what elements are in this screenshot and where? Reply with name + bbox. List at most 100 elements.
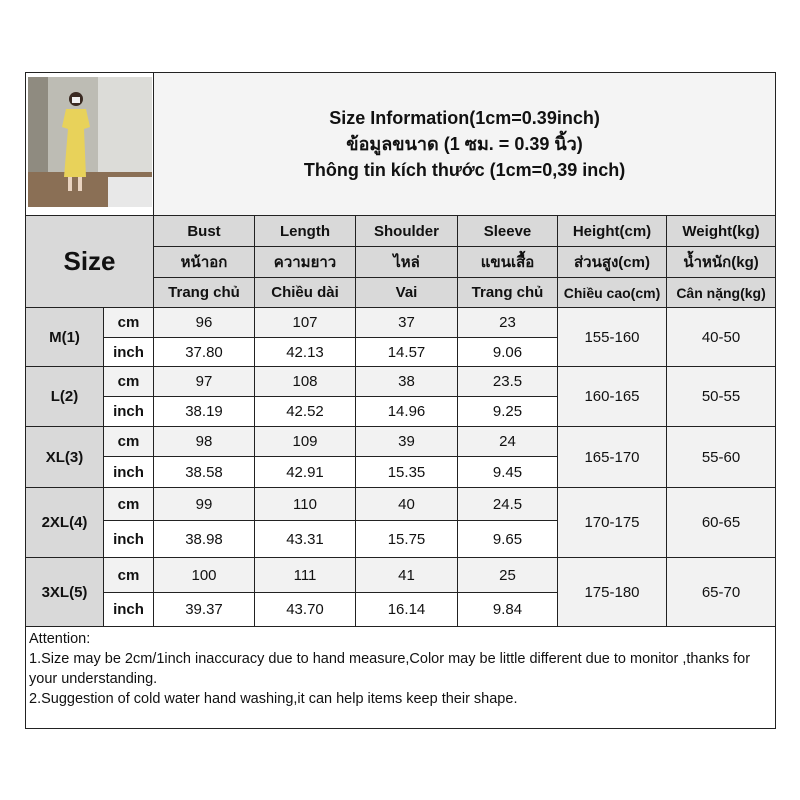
model-photo-image [27, 77, 152, 207]
value-inch: 43.31 [254, 520, 356, 558]
value-inch: 42.13 [254, 337, 356, 367]
value-cm: 100 [153, 557, 255, 593]
size-label: 2XL(4) [25, 487, 104, 558]
weight-range: 50-55 [665, 366, 777, 427]
col-length-th: ความยาว [254, 246, 356, 278]
weight-range: 40-50 [665, 307, 777, 367]
title-vietnamese: Thông tin kích thước (1cm=0,39 inch) [303, 160, 626, 180]
value-cm: 23 [457, 307, 558, 338]
attention-notes: Attention: 1.Size may be 2cm/1inch inacc… [24, 626, 777, 729]
table-row-cm: 2XL(4) cm 99 110 40 24.5 170-175 60-65 [25, 487, 777, 558]
col-sleeve-th: แขนเสื้อ [457, 246, 558, 278]
product-photo [25, 72, 154, 216]
unit-cm: cm [103, 487, 154, 521]
value-cm: 108 [254, 366, 356, 397]
value-inch: 39.37 [153, 592, 255, 627]
attention-heading: Attention: [29, 631, 91, 647]
col-height-en: Height(cm) [557, 215, 667, 247]
value-cm: 97 [153, 366, 255, 397]
col-bust-en: Bust [153, 215, 255, 247]
value-cm: 25 [457, 557, 558, 593]
value-inch: 15.35 [355, 456, 458, 488]
value-cm: 99 [153, 487, 255, 521]
table-row-inch: inch 38.19 42.52 14.96 9.25 [26, 396, 776, 427]
value-inch: 42.91 [254, 456, 356, 488]
value-inch: 15.75 [355, 520, 458, 558]
value-inch: 9.25 [457, 396, 558, 427]
value-cm: 24.5 [457, 487, 558, 521]
height-range: 155-160 [557, 307, 667, 367]
table-row-cm: L(2) cm 97 108 38 23.5 160-165 50-55 [25, 366, 777, 427]
value-cm: 107 [254, 307, 356, 338]
value-cm: 41 [355, 557, 458, 593]
height-range: 160-165 [557, 366, 667, 427]
value-inch: 14.96 [355, 396, 458, 427]
value-inch: 9.45 [457, 456, 558, 488]
col-weight-en: Weight(kg) [665, 215, 777, 247]
value-inch: 38.98 [153, 520, 255, 558]
value-cm: 110 [254, 487, 356, 521]
size-label: L(2) [25, 366, 104, 427]
value-inch: 16.14 [355, 592, 458, 627]
value-inch: 38.19 [153, 396, 255, 427]
col-shoulder-vi: Vai [355, 277, 458, 308]
value-inch: 14.57 [355, 337, 458, 367]
weight-range: 55-60 [665, 426, 777, 488]
unit-inch: inch [103, 456, 154, 488]
col-bust-vi: Trang chủ [153, 277, 255, 308]
weight-range: 60-65 [665, 487, 777, 558]
height-range: 165-170 [557, 426, 667, 488]
table-row-inch: inch 37.80 42.13 14.57 9.06 [26, 337, 776, 367]
value-cm: 37 [355, 307, 458, 338]
table-row-inch: inch 38.58 42.91 15.35 9.45 [26, 456, 776, 488]
value-inch: 9.06 [457, 337, 558, 367]
table-row-cm: 3XL(5) cm 100 111 41 25 175-180 65-70 [25, 557, 777, 627]
col-length-en: Length [254, 215, 356, 247]
value-cm: 23.5 [457, 366, 558, 397]
unit-inch: inch [103, 396, 154, 427]
value-cm: 96 [153, 307, 255, 338]
value-inch: 37.80 [153, 337, 255, 367]
unit-inch: inch [103, 520, 154, 558]
unit-cm: cm [103, 366, 154, 397]
size-label: 3XL(5) [25, 557, 104, 627]
col-sleeve-vi: Trang chủ [457, 277, 558, 308]
col-shoulder-en: Shoulder [355, 215, 458, 247]
height-range: 175-180 [557, 557, 667, 627]
col-shoulder-th: ไหล่ [355, 246, 458, 278]
col-weight-vi: Cân nặng(kg) [665, 277, 777, 308]
value-cm: 39 [355, 426, 458, 457]
table-row-cm: M(1) cm 96 107 37 23 155-160 40-50 [25, 307, 777, 367]
value-cm: 38 [355, 366, 458, 397]
col-height-th: ส่วนสูง(cm) [557, 246, 667, 278]
attention-note-2: 2.Suggestion of cold water hand washing,… [29, 691, 518, 707]
size-label: XL(3) [25, 426, 104, 488]
col-weight-th: น้ำหนัก(kg) [665, 246, 777, 278]
col-bust-th: หน้าอก [153, 246, 255, 278]
unit-cm: cm [103, 426, 154, 457]
value-cm: 98 [153, 426, 255, 457]
value-inch: 42.52 [254, 396, 356, 427]
size-chart-table: Size Information(1cm=0.39inch) ข้อมูลขนา… [24, 72, 777, 729]
table-row-inch: inch 39.37 43.70 16.14 9.84 [26, 592, 776, 627]
col-height-vi: Chiều cao(cm) [557, 277, 667, 308]
value-cm: 111 [254, 557, 356, 593]
col-sleeve-en: Sleeve [457, 215, 558, 247]
table-row-cm: XL(3) cm 98 109 39 24 165-170 55-60 [25, 426, 777, 488]
attention-note-1: 1.Size may be 2cm/1inch inaccuracy due t… [29, 651, 751, 687]
unit-inch: inch [103, 592, 154, 627]
title-thai: ข้อมูลขนาด (1 ซม. = 0.39 นิ้ว) [346, 134, 583, 154]
value-inch: 43.70 [254, 592, 356, 627]
value-inch: 9.65 [457, 520, 558, 558]
size-info-title: Size Information(1cm=0.39inch) ข้อมูลขนา… [152, 72, 777, 216]
height-range: 170-175 [557, 487, 667, 558]
size-label: M(1) [25, 307, 104, 367]
unit-cm: cm [103, 557, 154, 593]
table-row-inch: inch 38.98 43.31 15.75 9.65 [26, 520, 776, 558]
weight-range: 65-70 [665, 557, 777, 627]
col-length-vi: Chiều dài [254, 277, 356, 308]
title-english: Size Information(1cm=0.39inch) [329, 108, 600, 128]
value-cm: 40 [355, 487, 458, 521]
value-inch: 9.84 [457, 592, 558, 627]
value-cm: 109 [254, 426, 356, 457]
